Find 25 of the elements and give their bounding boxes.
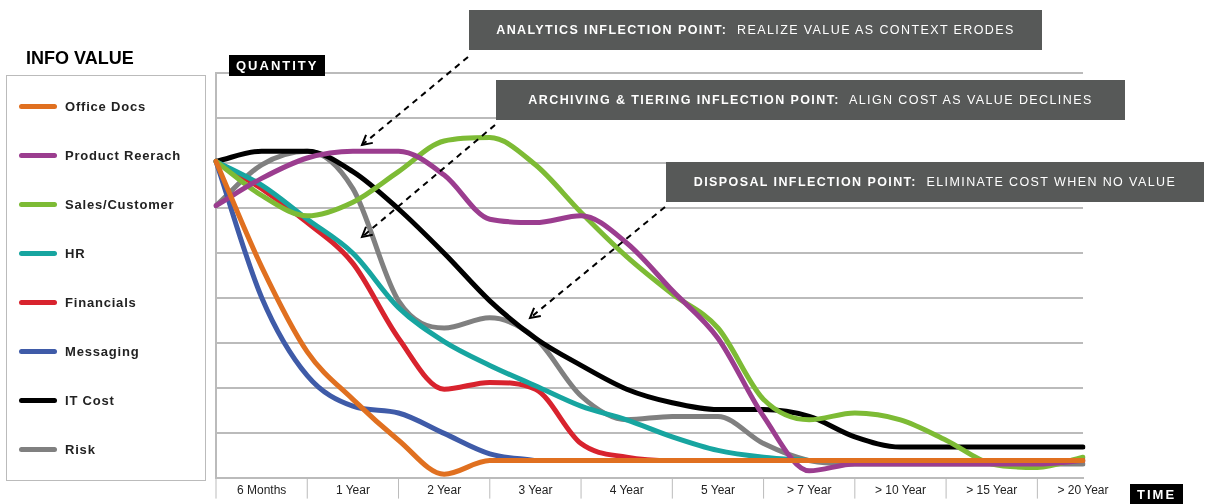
x-tick-label: 4 Year bbox=[609, 483, 644, 498]
x-tick-label: 1 Year bbox=[335, 483, 370, 498]
x-tick-label: 6 Months bbox=[236, 483, 287, 498]
x-tick-label: > 20 Year bbox=[1057, 483, 1109, 498]
callout: ANALYTICS INFLECTION POINT: REALIZE VALUE AS CONTEXT ERODES bbox=[469, 10, 1042, 50]
x-tick-label: 3 Year bbox=[518, 483, 553, 498]
legend-label: Financials bbox=[65, 295, 137, 310]
legend-label: Office Docs bbox=[65, 99, 147, 114]
x-tick-label: > 7 Year bbox=[787, 483, 832, 498]
callout: ARCHIVING & TIERING INFLECTION POINT: ALIGN COST AS VALUE DECLINES bbox=[496, 80, 1125, 120]
legend-label: Risk bbox=[65, 442, 96, 457]
legend-label: Sales/Customer bbox=[65, 197, 175, 212]
legend-label: Messaging bbox=[65, 344, 140, 359]
x-tick-label: 5 Year bbox=[700, 483, 735, 498]
legend-label: IT Cost bbox=[65, 393, 115, 408]
x-tick-label: > 15 Year bbox=[966, 483, 1018, 498]
y-axis-title: QUANTITY bbox=[229, 55, 326, 76]
callout: DISPOSAL INFLECTION POINT: ELIMINATE COST WHEN NO VALUE bbox=[666, 162, 1204, 202]
x-tick-label: 2 Year bbox=[427, 483, 462, 498]
legend-label: Product Reerach bbox=[65, 148, 182, 163]
annotation: DISPOSAL INFLECTION POINT: ELIMINATE COST WHEN NO VALUE bbox=[693, 175, 1177, 189]
x-axis-title: TIME bbox=[1130, 484, 1184, 504]
legend-title: INFO VALUE bbox=[26, 48, 135, 69]
x-tick-label: > 10 Year bbox=[874, 483, 926, 498]
legend-label: HR bbox=[65, 246, 86, 261]
